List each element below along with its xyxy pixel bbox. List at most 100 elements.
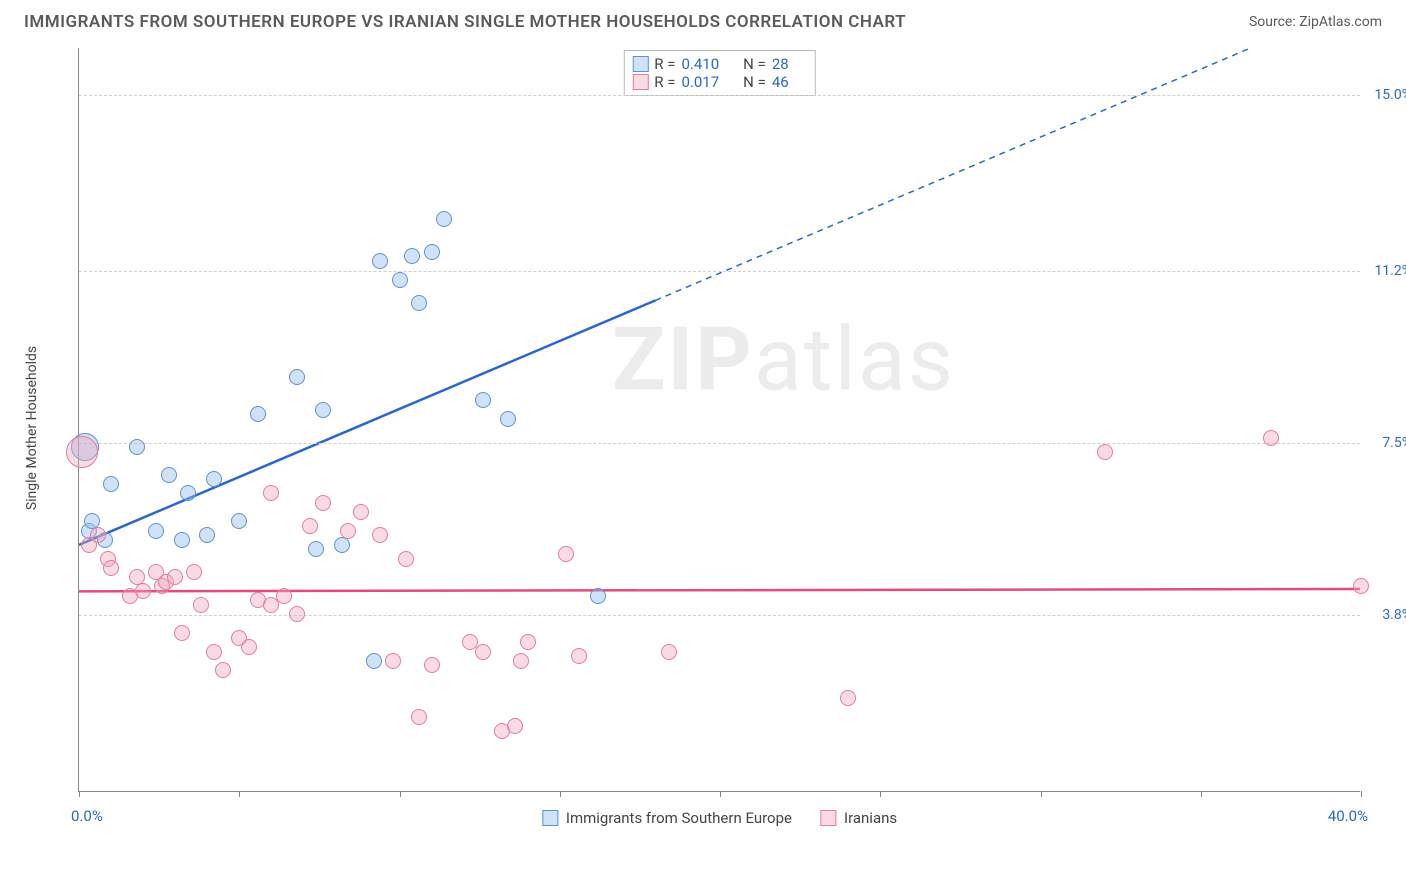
y-axis-label: Single Mother Households [24, 346, 40, 510]
scatter-point [1263, 430, 1279, 446]
scatter-point [411, 709, 427, 725]
scatter-point [372, 253, 388, 269]
scatter-point [424, 244, 440, 260]
scatter-point [103, 560, 119, 576]
legend-item-1: Iranians [820, 809, 897, 827]
scatter-point [1097, 444, 1113, 460]
scatter-point [315, 495, 331, 511]
x-tick [1201, 791, 1202, 797]
scatter-point [558, 546, 574, 562]
x-tick [1361, 791, 1362, 797]
x-tick [239, 791, 240, 797]
gridline [79, 615, 1360, 616]
chart-container: Single Mother Households ZIPatlas R = 0.… [50, 48, 1360, 808]
x-tick [79, 791, 80, 797]
scatter-point [1353, 578, 1369, 594]
scatter-point [180, 485, 196, 501]
scatter-point [206, 471, 222, 487]
x-tick [880, 791, 881, 797]
gridline [79, 443, 1360, 444]
y-tick-label: 11.2% [1374, 263, 1406, 279]
header: IMMIGRANTS FROM SOUTHERN EUROPE VS IRANI… [0, 0, 1406, 40]
x-axis-max-label: 40.0% [1328, 807, 1368, 825]
y-tick-label: 15.0% [1374, 87, 1406, 103]
scatter-point [372, 527, 388, 543]
scatter-point [661, 644, 677, 660]
scatter-point [334, 537, 350, 553]
x-axis-min-label: 0.0% [71, 807, 103, 825]
scatter-point [513, 653, 529, 669]
scatter-point [193, 597, 209, 613]
scatter-point [129, 439, 145, 455]
scatter-point [340, 523, 356, 539]
swatch-series-1 [632, 74, 648, 90]
y-tick-label: 3.8% [1382, 607, 1406, 623]
stats-row-1: R = 0.017 N = 46 [632, 73, 806, 91]
legend-label-1: Iranians [844, 809, 897, 827]
scatter-point [436, 211, 452, 227]
scatter-point [135, 583, 151, 599]
scatter-point [103, 476, 119, 492]
r-value-0: 0.410 [681, 55, 719, 73]
swatch-series-0 [632, 56, 648, 72]
r-value-1: 0.017 [681, 73, 719, 91]
scatter-point [392, 272, 408, 288]
scatter-point [398, 551, 414, 567]
bottom-legend: Immigrants from Southern Europe Iranians [542, 809, 897, 827]
chart-title: IMMIGRANTS FROM SOUTHERN EUROPE VS IRANI… [24, 12, 906, 32]
scatter-point [302, 518, 318, 534]
scatter-point [148, 523, 164, 539]
stats-row-0: R = 0.410 N = 28 [632, 55, 806, 73]
legend-item-0: Immigrants from Southern Europe [542, 809, 792, 827]
x-tick [560, 791, 561, 797]
scatter-point [590, 588, 606, 604]
scatter-point [174, 532, 190, 548]
scatter-point [174, 625, 190, 641]
scatter-point [199, 527, 215, 543]
scatter-point [385, 653, 401, 669]
gridline [79, 271, 1360, 272]
scatter-point [404, 248, 420, 264]
plot-area: ZIPatlas R = 0.410 N = 28 R = 0.017 N = … [78, 48, 1360, 792]
scatter-point [411, 295, 427, 311]
scatter-point [315, 402, 331, 418]
scatter-point [308, 541, 324, 557]
scatter-point [263, 485, 279, 501]
scatter-point [500, 411, 516, 427]
scatter-point [66, 436, 98, 468]
x-tick [720, 791, 721, 797]
watermark: ZIPatlas [612, 309, 955, 412]
scatter-point [231, 513, 247, 529]
scatter-point [353, 504, 369, 520]
legend-swatch-0 [542, 810, 558, 826]
scatter-point [571, 648, 587, 664]
x-tick [1041, 791, 1042, 797]
gridline [79, 95, 1360, 96]
scatter-point [186, 564, 202, 580]
scatter-point [475, 644, 491, 660]
scatter-point [215, 662, 231, 678]
stats-legend: R = 0.410 N = 28 R = 0.017 N = 46 [623, 50, 815, 96]
scatter-point [366, 653, 382, 669]
legend-label-0: Immigrants from Southern Europe [566, 809, 792, 827]
n-value-0: 28 [772, 55, 789, 73]
scatter-point [276, 588, 292, 604]
scatter-point [840, 690, 856, 706]
trend-lines [79, 48, 1360, 791]
scatter-point [507, 718, 523, 734]
scatter-point [90, 527, 106, 543]
n-value-1: 46 [772, 73, 789, 91]
source-label: Source: ZipAtlas.com [1249, 14, 1382, 30]
scatter-point [475, 392, 491, 408]
legend-swatch-1 [820, 810, 836, 826]
scatter-point [424, 657, 440, 673]
scatter-point [161, 467, 177, 483]
scatter-point [289, 369, 305, 385]
y-tick-label: 7.5% [1382, 435, 1406, 451]
scatter-point [206, 644, 222, 660]
scatter-point [520, 634, 536, 650]
scatter-point [289, 606, 305, 622]
x-tick [400, 791, 401, 797]
scatter-point [167, 569, 183, 585]
scatter-point [241, 639, 257, 655]
